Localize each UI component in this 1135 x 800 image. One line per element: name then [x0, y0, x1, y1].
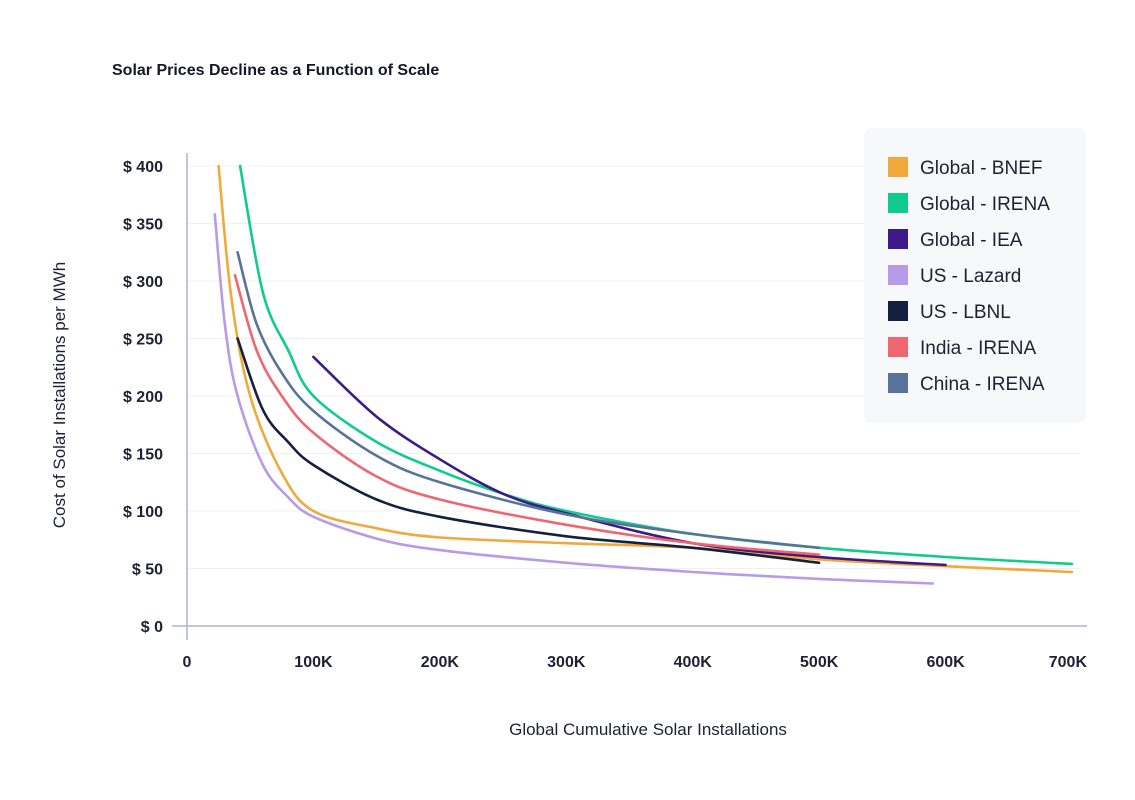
legend-swatch-global-irena: [888, 193, 908, 213]
y-tick-label: $ 400: [123, 159, 163, 176]
y-tick-label: $ 350: [123, 217, 163, 234]
legend-label-global-bnef: Global - BNEF: [920, 158, 1042, 179]
y-tick-label: $ 200: [123, 389, 163, 406]
y-tick-label: $ 100: [123, 504, 163, 521]
x-tick-labels: 0 100K 200K 300K 400K 500K 600K 700K: [183, 654, 1088, 671]
series-lines: [213, 164, 1074, 585]
axes: [172, 153, 1087, 640]
series-line-india-irena: [233, 274, 821, 556]
legend-label-us-lazard: US - Lazard: [920, 266, 1021, 287]
y-tick-label: $ 50: [132, 562, 163, 579]
y-tick-label: $ 250: [123, 332, 163, 349]
legend-swatch-us-lbnl: [888, 301, 908, 321]
x-tick-label: 0: [183, 654, 192, 671]
y-tick-labels: $ 0 $ 50 $ 100 $ 150 $ 200 $ 250 $ 300 $ 350 $ 4…: [123, 159, 163, 636]
series-line-china-irena: [236, 251, 821, 550]
x-tick-label: 600K: [926, 654, 965, 671]
y-tick-label: $ 150: [123, 447, 163, 464]
legend-swatch-china-irena: [888, 373, 908, 393]
y-tick-label: $ 300: [123, 274, 163, 291]
chart-title: Solar Prices Decline as a Function of Sc…: [112, 62, 440, 79]
y-tick-label: $ 0: [141, 619, 163, 636]
x-tick-label: 400K: [674, 654, 713, 671]
x-tick-label: 100K: [294, 654, 333, 671]
series-line-global-iea: [312, 355, 947, 567]
y-axis-label: Cost of Solar Installations per MWh: [50, 262, 69, 528]
x-tick-label: 200K: [421, 654, 460, 671]
x-tick-label: 500K: [800, 654, 839, 671]
legend-swatch-india-irena: [888, 337, 908, 357]
x-tick-label: 300K: [547, 654, 586, 671]
x-axis-label: Global Cumulative Solar Installations: [509, 720, 787, 739]
legend-background: [864, 128, 1086, 423]
series-line-us-lazard: [213, 213, 935, 585]
legend-label-global-iea: Global - IEA: [920, 230, 1023, 251]
legend: Global - BNEF Global - IRENA Global - IEA U…: [864, 128, 1086, 423]
legend-label-global-irena: Global - IRENA: [920, 194, 1050, 215]
legend-label-china-irena: China - IRENA: [920, 374, 1045, 395]
series-line-us-lbnl: [236, 337, 821, 565]
series-line-global-bnef: [217, 164, 1074, 574]
legend-swatch-us-lazard: [888, 265, 908, 285]
legend-label-us-lbnl: US - LBNL: [920, 302, 1011, 323]
x-tick-label: 700K: [1049, 654, 1088, 671]
legend-swatch-global-iea: [888, 229, 908, 249]
legend-label-india-irena: India - IRENA: [920, 338, 1036, 359]
legend-swatch-global-bnef: [888, 157, 908, 177]
